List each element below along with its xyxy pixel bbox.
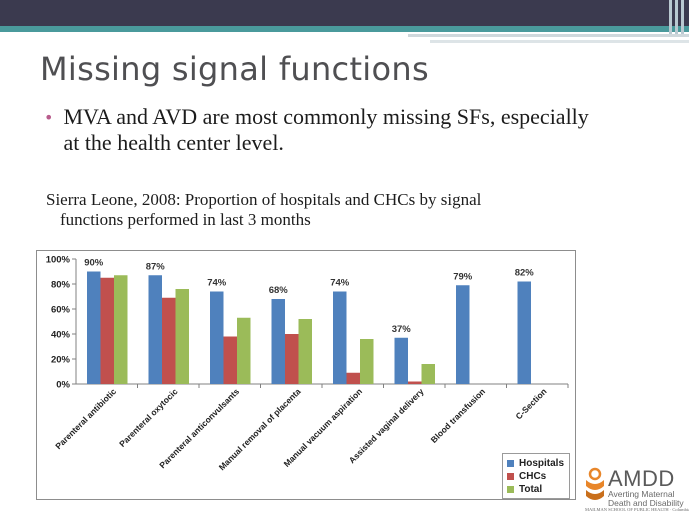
bar-chcs [408,381,422,384]
bar-total [175,289,189,384]
y-tick-label: 60% [51,305,71,316]
data-label: 37% [392,324,412,335]
data-label: 79% [453,271,473,282]
caption-line-2: functions performed in last 3 months [60,210,311,229]
logo-subtitle-line-1: Averting Maternal [608,489,675,499]
accent-bar [0,26,689,32]
chart-caption: Sierra Leone, 2008: Proportion of hospit… [46,190,636,230]
bar-total [237,317,251,384]
bar-hospitals [456,285,470,384]
legend-swatch-total [507,486,514,493]
data-label: 82% [515,268,535,279]
legend-label-total: Total [519,484,543,495]
bar-total [421,364,435,384]
bar-chcs [100,277,114,384]
chart-legend: Hospitals CHCs Total [502,453,570,499]
bar-total [114,275,128,384]
divider-line [430,40,689,43]
data-label: 74% [207,278,227,289]
bullet-item: • MVA and AVD are most commonly missing … [44,104,604,156]
bar-chcs [162,297,176,384]
legend-label-hospitals: Hospitals [519,458,565,469]
category-label: Blood transfusion [429,386,488,445]
y-tick-label: 20% [51,355,71,366]
logo-subtitle-line-2: Death and Disability [608,498,684,508]
data-label: 87% [146,261,166,272]
y-tick-label: 100% [46,255,71,266]
logo-name: AMDD [608,466,675,491]
bar-hospitals [333,291,347,384]
data-label: 74% [330,278,350,289]
bar-hospitals [394,337,408,384]
legend-label-chcs: CHCs [519,471,547,482]
bar-chcs [285,334,299,384]
legend-item-total: Total [507,483,565,496]
logo-subtitle: Averting Maternal Death and Disability [608,490,688,508]
bullet-text: MVA and AVD are most commonly missing SF… [63,104,589,155]
bar-chcs [223,336,237,384]
header-bar [0,0,689,26]
category-label: Parenteral oxytocic [117,386,180,449]
y-tick-label: 0% [56,380,70,391]
y-tick-label: 80% [51,280,71,291]
bar-hospitals [148,275,162,384]
data-label: 68% [269,285,289,296]
logo-school: MAILMAN SCHOOL OF PUBLIC HEALTH · Columb… [585,507,689,512]
bar-hospitals [517,281,531,384]
bar-hospitals [210,291,224,384]
category-label: Parenteral antibiotic [53,386,118,451]
bar-chcs [346,372,360,384]
bullet-icon: • [44,108,54,127]
bar-hospitals [271,299,285,384]
y-tick-label: 40% [51,330,71,341]
corner-stripes [667,0,689,34]
bar-chart: 0% 20% 40% 60% 80% 100% 90% Parenteral antibiot… [46,255,569,472]
legend-item-chcs: CHCs [507,470,565,483]
caption-line-1: Sierra Leone, 2008: Proportion of hospit… [46,190,482,209]
slide-title: Missing signal functions [40,50,429,88]
legend-item-hospitals: Hospitals [507,457,565,470]
legend-swatch-hospitals [507,460,514,467]
bar-total [360,339,374,384]
bar-hospitals [87,271,101,384]
legend-swatch-chcs [507,473,514,480]
bar-total [298,319,312,384]
data-label: 90% [84,258,104,269]
divider-line [408,34,689,37]
amdd-logo: AMDD Averting Maternal Death and Disabil… [583,466,689,514]
amdd-emblem-icon [586,467,604,500]
category-label: C-Section [513,386,548,421]
